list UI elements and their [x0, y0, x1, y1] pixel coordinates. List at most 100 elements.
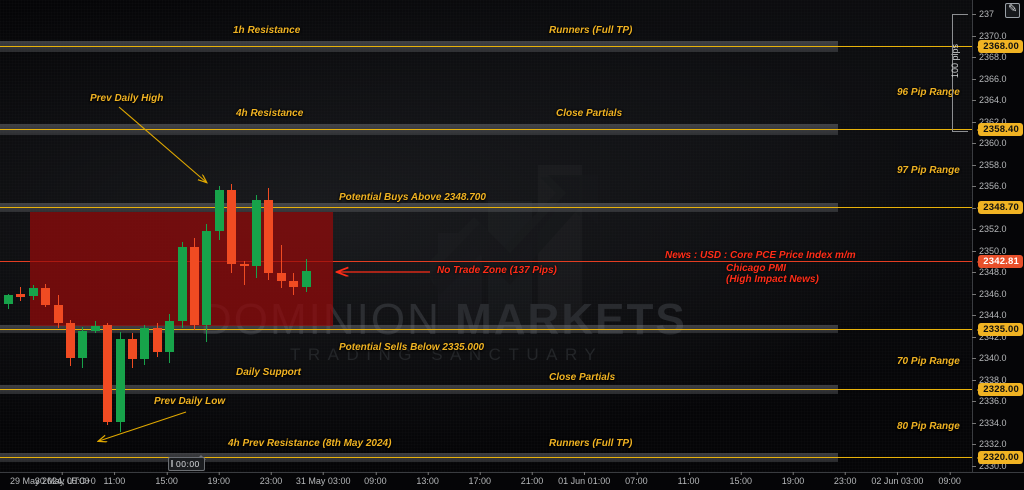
- label-4h-prev-resistance: 4h Prev Resistance (8th May 2024): [228, 438, 392, 449]
- price-tick: 2356.0: [972, 180, 1024, 192]
- candle-wick: [280, 245, 282, 289]
- candle-body: [190, 246, 199, 325]
- zone-band-close-partials-low: [0, 385, 838, 394]
- time-tick: 31 May 03:00: [295, 472, 351, 486]
- price-axis[interactable]: 237 2370.0 2368.0 2366.0 2364.0 2362.0 2360.0 2…: [972, 0, 1024, 472]
- time-tick: 11:00: [677, 472, 700, 486]
- price-tag-2368-00[interactable]: 2368.00: [977, 40, 1023, 53]
- candle-body: [90, 325, 100, 331]
- label-close-partials-top: Close Partials: [556, 108, 623, 119]
- time-tick: 09:00: [938, 472, 961, 486]
- price-tag-2320-00[interactable]: 2320.00: [977, 451, 1023, 464]
- candlestick: [190, 238, 199, 330]
- price-tick: 2368.0: [972, 51, 1024, 63]
- time-tick: 11:00: [103, 472, 126, 486]
- label-no-trade-zone: No Trade Zone (137 Pips): [437, 265, 557, 276]
- level-line-2368: [0, 46, 1024, 47]
- price-tick: 2336.0: [972, 395, 1024, 407]
- candlestick: [128, 333, 137, 369]
- candlestick: [276, 245, 286, 289]
- candle-body: [4, 295, 13, 304]
- label-prev-daily-low: Prev Daily Low: [154, 396, 226, 407]
- label-pip-range-70: 70 Pip Range: [897, 356, 960, 367]
- price-tag-2358-40[interactable]: 2358.40: [977, 123, 1023, 136]
- price-tick: 2364.0: [972, 94, 1024, 106]
- candle-body: [264, 200, 274, 273]
- price-tag-2342-81[interactable]: 2342.81: [977, 255, 1023, 268]
- price-tick: 2346.0: [972, 288, 1024, 300]
- time-tick: 02 Jun 03:00: [871, 472, 924, 486]
- level-line-2358: [0, 129, 1024, 130]
- news-note-line2: Chicago PMI: [726, 263, 787, 274]
- label-runners-full-tp-bottom: Runners (Full TP): [549, 438, 633, 449]
- label-daily-support: Daily Support: [236, 367, 302, 378]
- time-axis[interactable]: 29 May 2024, UTC+0 30 May 05:00 11:00 15:00…: [0, 472, 1024, 490]
- candlestick: [90, 321, 100, 334]
- label-potential-buys: Potential Buys Above 2348.700: [339, 192, 486, 203]
- candlestick: [16, 286, 26, 301]
- candlestick: [66, 319, 75, 367]
- candle-body: [252, 200, 261, 266]
- time-tick: 13:00: [416, 472, 439, 486]
- candle-body: [115, 338, 125, 422]
- candle-body: [289, 281, 299, 287]
- candle-body: [78, 330, 88, 358]
- price-tag-2328-00[interactable]: 2328.00: [977, 383, 1023, 396]
- candlestick: [4, 293, 13, 310]
- price-tick: 2360.0: [972, 137, 1024, 149]
- candlestick: [152, 323, 162, 357]
- candlestick: [165, 314, 175, 363]
- candlestick: [140, 324, 150, 365]
- candlestick: [53, 295, 63, 329]
- candle-body: [103, 324, 113, 422]
- candle-body: [28, 288, 38, 297]
- pip-measure-label: 100 pips: [950, 44, 960, 79]
- price-tick: 2362.0: [972, 116, 1024, 128]
- zone-band-potential-buys: [0, 203, 838, 212]
- price-tick: 2332.0: [972, 438, 1024, 450]
- level-line-current-2342: [0, 261, 1024, 262]
- candlestick: [301, 258, 311, 292]
- price-tag-2348-70[interactable]: 2348.70: [977, 201, 1023, 214]
- watermark-title: DOMINION MARKETS: [200, 295, 940, 345]
- price-tag-2335-00[interactable]: 2335.00: [977, 323, 1023, 336]
- level-line-2328: [0, 389, 1024, 390]
- candle-body: [41, 288, 51, 305]
- candlestick: [214, 186, 224, 240]
- label-prev-daily-high: Prev Daily High: [90, 93, 164, 104]
- time-cursor-pill: 00:00: [168, 457, 205, 471]
- time-tick: 01 Jun 01:00: [558, 472, 611, 486]
- time-tick: 19:00: [781, 472, 805, 486]
- price-tick: 2340.0: [972, 352, 1024, 364]
- time-tick: 09:00: [364, 472, 387, 486]
- candlestick: [227, 184, 237, 273]
- candle-body: [276, 272, 286, 282]
- candlestick: [177, 241, 187, 329]
- price-tick: 2342.0: [972, 331, 1024, 343]
- watermark-logo-icon: [430, 165, 598, 329]
- candle-body: [152, 328, 162, 353]
- candlestick: [78, 327, 88, 369]
- watermark-title-light: DOMINION: [200, 295, 441, 344]
- time-tick: 15:00: [729, 472, 753, 486]
- arrow-prev-daily-high: [118, 106, 206, 182]
- candle-body: [140, 328, 150, 360]
- edit-icon[interactable]: [1005, 2, 1020, 18]
- price-tick: 2344.0: [972, 309, 1024, 321]
- candle-body: [239, 264, 249, 266]
- time-tick: 23:00: [259, 472, 283, 486]
- level-line-2320: [0, 457, 1024, 458]
- candlestick: [289, 272, 299, 296]
- candle-body: [16, 293, 26, 298]
- candle-body: [128, 338, 137, 360]
- candlestick: [41, 284, 51, 308]
- candlestick: [28, 284, 38, 300]
- label-1h-resistance: 1h Resistance: [233, 25, 301, 36]
- time-tick: 07:00: [625, 472, 648, 486]
- time-tick: 23:00: [833, 472, 857, 486]
- zone-band-4h-resistance: [0, 124, 838, 135]
- price-tick: 2358.0: [972, 159, 1024, 171]
